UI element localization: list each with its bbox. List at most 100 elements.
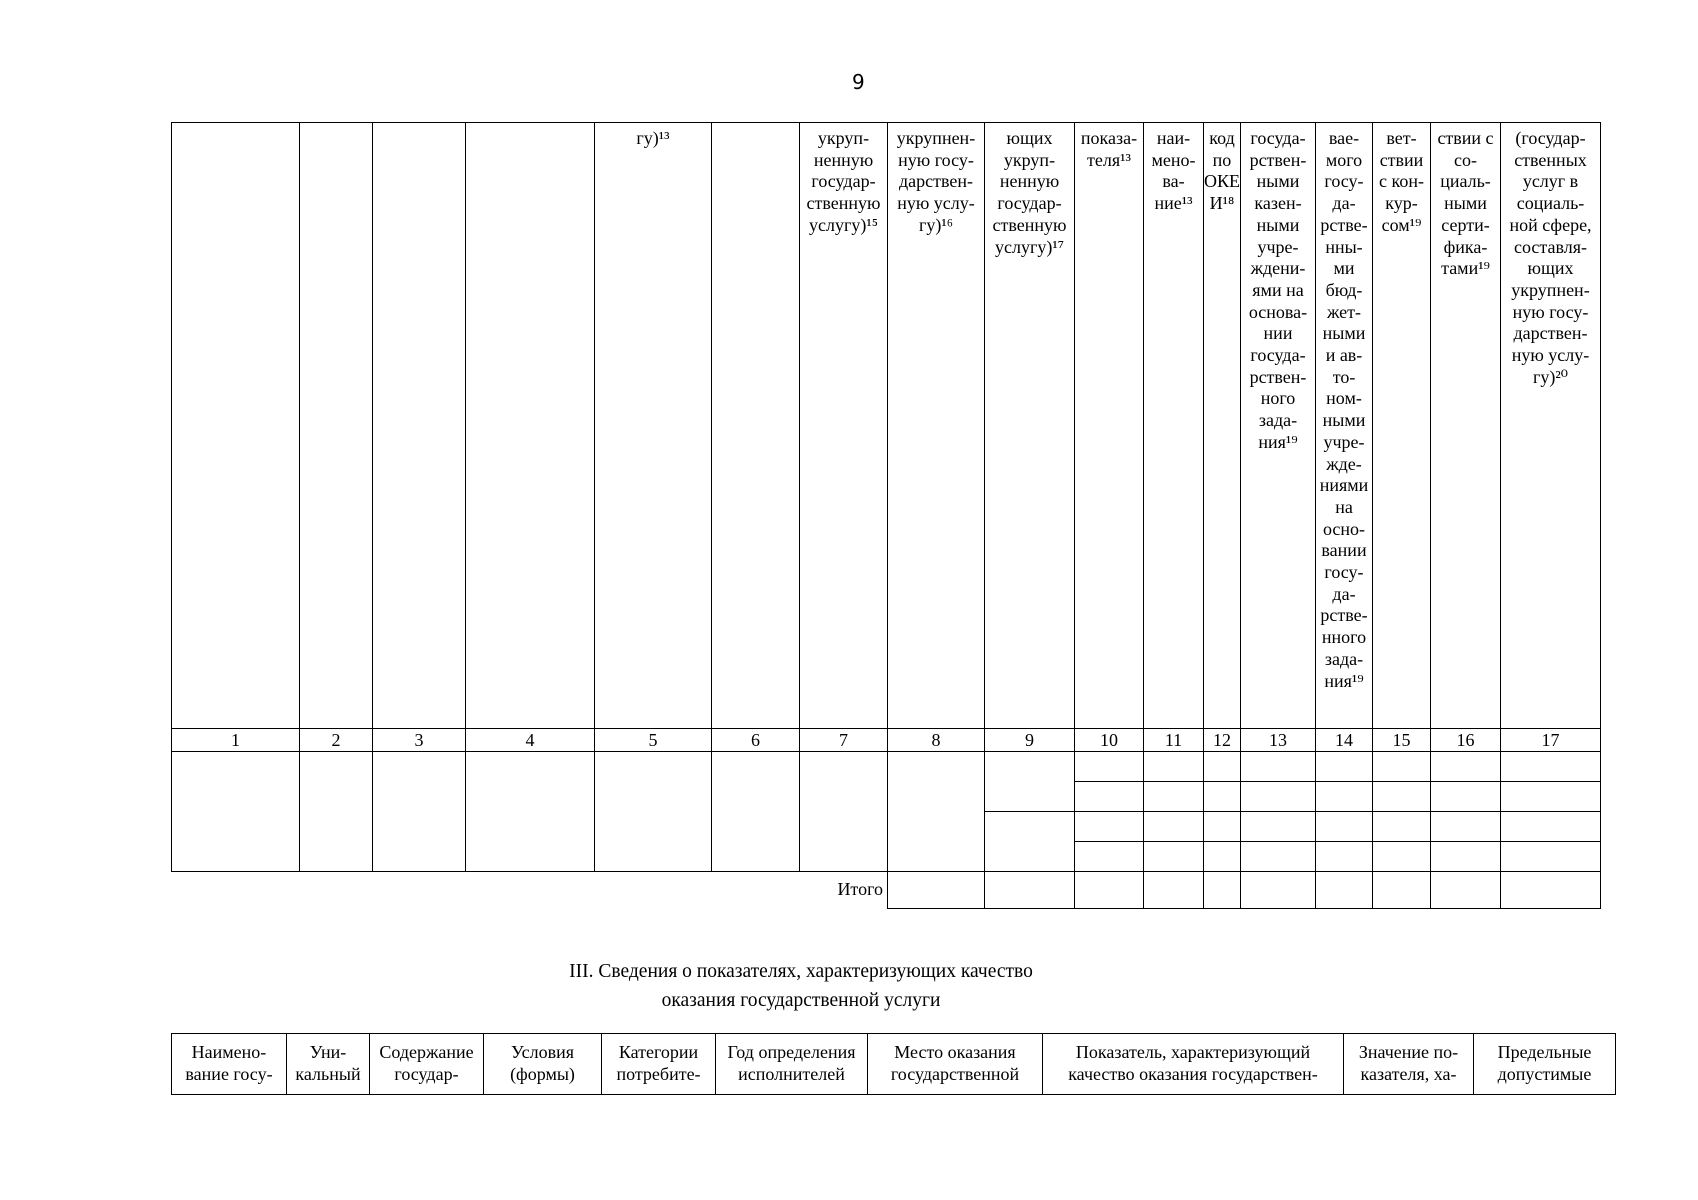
header-cell-col2 — [299, 122, 373, 729]
empty-cell — [1203, 811, 1241, 842]
empty-cell — [1372, 751, 1431, 782]
empty-cell — [1240, 751, 1316, 782]
header-cell-col9: ющих укруп- ненную государ- ственную усл… — [984, 122, 1075, 729]
header-cell-col3 — [372, 122, 466, 729]
totals-cell — [1500, 871, 1601, 909]
totals-cell — [1372, 871, 1431, 909]
column-number-10: 10 — [1074, 728, 1144, 752]
totals-row: Итого — [172, 871, 1601, 909]
column-number-17: 17 — [1500, 728, 1601, 752]
header-cell-col16: ствии с со- циаль- ными серти- фика- там… — [1430, 122, 1501, 729]
header-cell-col5: гу)¹³ — [594, 122, 712, 729]
empty-cell — [1143, 811, 1204, 842]
empty-cell — [171, 751, 300, 872]
empty-cell — [1372, 811, 1431, 842]
column-number-14: 14 — [1315, 728, 1373, 752]
column-number-6: 6 — [711, 728, 800, 752]
empty-cell — [1074, 781, 1144, 812]
empty-cell — [1143, 841, 1204, 872]
column-number-11: 11 — [1143, 728, 1204, 752]
empty-cell — [465, 751, 595, 872]
empty-cell — [1240, 841, 1316, 872]
empty-cell — [1074, 811, 1144, 842]
empty-cell — [1240, 811, 1316, 842]
empty-cell — [1203, 751, 1241, 782]
empty-cell — [1074, 841, 1144, 872]
empty-cell — [1203, 841, 1241, 872]
quality-header-col4: Условия (формы) — [483, 1033, 602, 1095]
header-cell-col15: вет- ствии с кон- кур- сом¹⁹ — [1372, 122, 1431, 729]
empty-cell — [1500, 841, 1601, 872]
header-cell-col11: наи- мено- ва- ние¹³ — [1143, 122, 1204, 729]
column-number-5: 5 — [594, 728, 712, 752]
quality-header-col7: Место оказания государственной — [867, 1033, 1043, 1095]
empty-cell — [1500, 781, 1601, 812]
empty-cell — [372, 751, 466, 872]
quality-header-col1: Наимено- вание госу- — [171, 1033, 287, 1095]
empty-cell — [1430, 751, 1501, 782]
quality-header-col5: Категории потребите- — [601, 1033, 716, 1095]
empty-cell — [711, 751, 800, 872]
header-cell-col12: код по ОКЕ И¹⁸ — [1203, 122, 1241, 729]
totals-label: Итого — [837, 879, 883, 900]
column-number-row: 1 2 3 4 5 6 7 8 9 10 11 12 13 14 15 16 1… — [171, 728, 1601, 752]
page-number: 9 — [852, 70, 865, 94]
totals-cell — [1203, 871, 1241, 909]
empty-cell — [799, 751, 888, 872]
quality-header-col3: Содержание государ- — [369, 1033, 484, 1095]
column-number-8: 8 — [887, 728, 985, 752]
empty-cell — [984, 811, 1075, 872]
empty-cell — [1074, 751, 1144, 782]
quality-indicators-table: Наимено- вание госу- Уни- кальный Содерж… — [171, 1033, 1616, 1095]
empty-cell — [984, 751, 1075, 812]
header-cell-col6 — [711, 122, 800, 729]
empty-cell — [1143, 781, 1204, 812]
column-number-1: 1 — [171, 728, 300, 752]
header-cell-col8: укрупнен- ную госу- дарствен- ную услу- … — [887, 122, 985, 729]
column-number-13: 13 — [1240, 728, 1316, 752]
quality-header-col2: Уни- кальный — [286, 1033, 370, 1095]
section-3-title: III. Сведения о показателях, характеризу… — [569, 961, 1033, 1011]
column-number-9: 9 — [984, 728, 1075, 752]
empty-cell — [1315, 841, 1373, 872]
totals-cell — [984, 871, 1075, 909]
empty-cell — [1372, 781, 1431, 812]
service-volume-table: гу)¹³ укруп- ненную государ- ственную ус… — [171, 122, 1601, 909]
empty-cell — [1372, 841, 1431, 872]
header-cell-col10: показа- теля¹³ — [1074, 122, 1144, 729]
totals-cell — [887, 871, 985, 909]
column-number-2: 2 — [299, 728, 373, 752]
header-cell-col13: госуда- рствен- ными казен- ными учре- ж… — [1240, 122, 1316, 729]
totals-cell — [1074, 871, 1144, 909]
column-number-15: 15 — [1372, 728, 1431, 752]
quality-header-col9: Значение по- казателя, ха- — [1343, 1033, 1474, 1095]
empty-cell — [1430, 841, 1501, 872]
data-row — [171, 751, 1601, 872]
empty-cell — [887, 751, 985, 872]
column-number-3: 3 — [372, 728, 466, 752]
header-row: гу)¹³ укруп- ненную государ- ственную ус… — [171, 122, 1601, 729]
totals-cell — [1315, 871, 1373, 909]
header-cell-col17: (государ- ственных услуг в социаль- ной … — [1500, 122, 1601, 729]
empty-cell — [594, 751, 712, 872]
empty-cell — [1203, 781, 1241, 812]
empty-cell — [299, 751, 373, 872]
empty-cell — [1500, 811, 1601, 842]
data-row — [172, 811, 1601, 872]
column-number-4: 4 — [465, 728, 595, 752]
quality-header-col6: Год определения исполнителей — [715, 1033, 868, 1095]
quality-header-col8: Показатель, характеризующий качество ока… — [1042, 1033, 1344, 1095]
column-number-12: 12 — [1203, 728, 1241, 752]
empty-cell — [1430, 811, 1501, 842]
column-number-16: 16 — [1430, 728, 1501, 752]
header-cell-col7: укруп- ненную государ- ственную услугу)¹… — [799, 122, 888, 729]
empty-cell — [1430, 781, 1501, 812]
empty-cell — [1315, 781, 1373, 812]
totals-cell — [1143, 871, 1204, 909]
header-cell-col1 — [171, 122, 300, 729]
header-cell-col4 — [465, 122, 595, 729]
totals-cell — [1240, 871, 1316, 909]
empty-cell — [1315, 811, 1373, 842]
empty-cell — [1143, 751, 1204, 782]
quality-header-row: Наимено- вание госу- Уни- кальный Содерж… — [171, 1033, 1616, 1095]
